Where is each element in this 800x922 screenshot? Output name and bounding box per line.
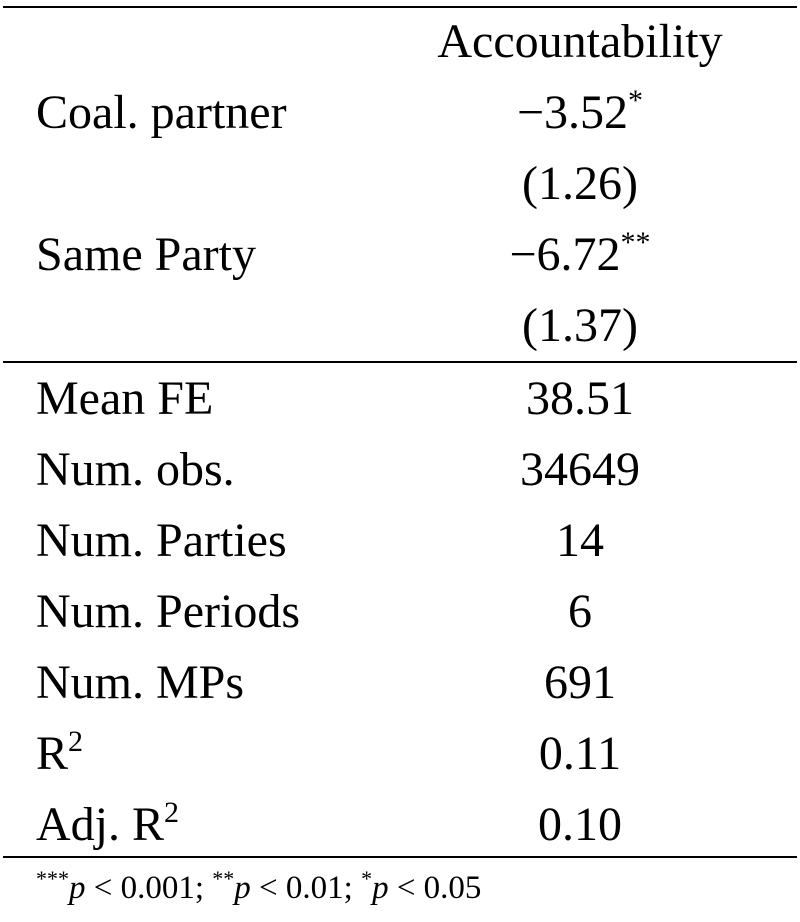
estimate-same-party: −6.72**: [425, 228, 735, 281]
value-num-parties: 14: [556, 514, 604, 567]
p-symbol: p: [234, 870, 251, 906]
significance-footnote: ***p < 0.001; **p < 0.01; *p < 0.05: [36, 868, 482, 906]
row-label-mean-fe: Mean FE: [36, 372, 214, 425]
se-same-party: (1.37): [522, 299, 638, 352]
two-star-marker: **: [212, 866, 235, 891]
mid-rule: [3, 361, 797, 363]
row-label-same-party: Same Party: [36, 228, 256, 281]
significance-stars: *: [628, 84, 644, 117]
row-label-adj-r-squared: Adj. R2: [36, 798, 179, 851]
value-num-mps: 691: [544, 656, 616, 709]
value-num-periods: 6: [568, 585, 592, 638]
row-label-coal-partner: Coal. partner: [36, 86, 287, 139]
row-label-num-parties: Num. Parties: [36, 514, 287, 567]
row-label-num-obs: Num. obs.: [36, 443, 235, 496]
p-symbol: p: [372, 870, 389, 906]
superscript-two: 2: [68, 725, 84, 758]
row-label-num-mps: Num. MPs: [36, 656, 245, 709]
value-adj-r-squared: 0.10: [538, 798, 622, 851]
estimate-value: −6.72: [509, 228, 621, 281]
r-squared-label: R: [36, 727, 69, 780]
threshold-001: < 0.001;: [85, 870, 213, 906]
threshold-01: < 0.01;: [250, 870, 362, 906]
one-star-marker: *: [361, 866, 373, 891]
value-num-obs: 34649: [520, 443, 640, 496]
top-rule: [3, 6, 797, 8]
estimate-value: −3.52: [516, 86, 629, 139]
column-header: Accountability: [437, 15, 723, 68]
significance-stars: **: [620, 226, 651, 259]
bottom-rule: [3, 856, 797, 858]
se-coal-partner: (1.26): [522, 157, 638, 210]
three-star-marker: ***: [36, 866, 69, 891]
row-label-r-squared: R2: [36, 727, 83, 780]
value-mean-fe: 38.51: [526, 372, 634, 425]
threshold-05: < 0.05: [388, 870, 482, 906]
value-r-squared: 0.11: [538, 727, 622, 780]
p-symbol: p: [69, 870, 86, 906]
estimate-coal-partner: −3.52*: [425, 86, 735, 139]
adj-r-squared-label: Adj. R: [36, 798, 165, 851]
superscript-two: 2: [164, 796, 180, 829]
row-label-num-periods: Num. Periods: [36, 585, 300, 638]
